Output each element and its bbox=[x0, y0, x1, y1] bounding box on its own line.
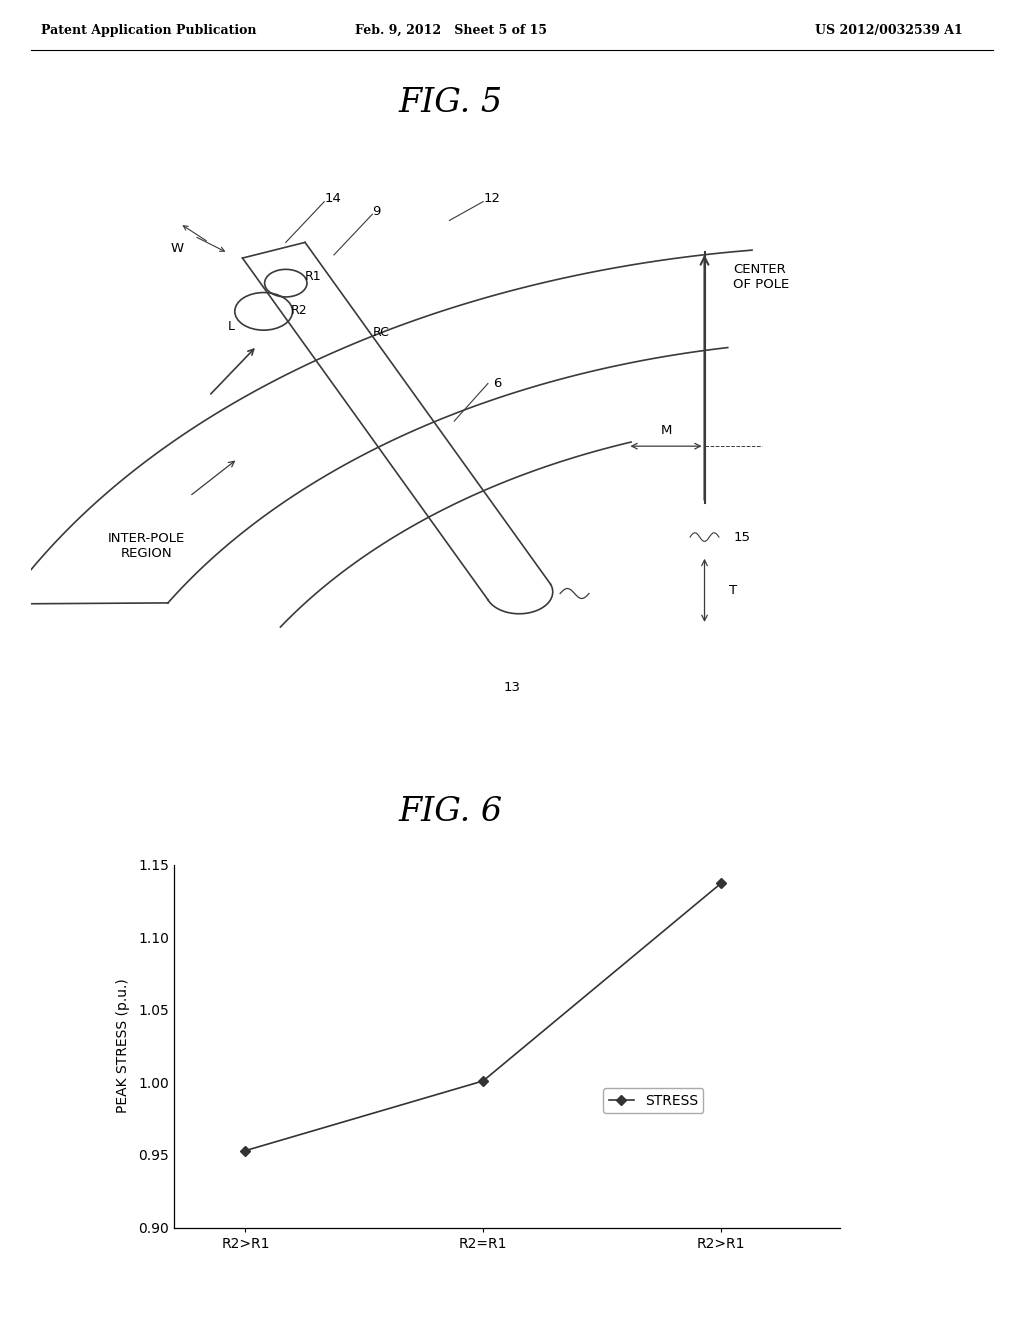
Legend: STRESS: STRESS bbox=[603, 1088, 703, 1113]
Text: R1: R1 bbox=[305, 271, 322, 282]
Text: 6: 6 bbox=[493, 378, 501, 389]
STRESS bbox=[240, 1143, 252, 1159]
Text: 12: 12 bbox=[483, 191, 500, 205]
Text: 14: 14 bbox=[325, 191, 341, 205]
Text: 9: 9 bbox=[373, 205, 381, 218]
Text: US 2012/0032539 A1: US 2012/0032539 A1 bbox=[815, 24, 963, 37]
Text: Patent Application Publication: Patent Application Publication bbox=[41, 24, 256, 37]
Text: INTER-POLE
REGION: INTER-POLE REGION bbox=[108, 532, 185, 561]
Y-axis label: PEAK STRESS (p.u.): PEAK STRESS (p.u.) bbox=[116, 978, 130, 1114]
Text: 15: 15 bbox=[733, 531, 751, 544]
Line: STRESS: STRESS bbox=[242, 879, 725, 1155]
Text: R2: R2 bbox=[291, 305, 307, 318]
STRESS bbox=[477, 1073, 489, 1089]
STRESS bbox=[715, 875, 727, 891]
Text: T: T bbox=[729, 583, 736, 597]
Text: W: W bbox=[170, 242, 183, 255]
Text: L: L bbox=[228, 321, 236, 333]
Text: Feb. 9, 2012   Sheet 5 of 15: Feb. 9, 2012 Sheet 5 of 15 bbox=[354, 24, 547, 37]
Text: FIG. 6: FIG. 6 bbox=[398, 796, 503, 828]
Text: RC: RC bbox=[373, 326, 389, 339]
Text: M: M bbox=[662, 424, 673, 437]
Text: FIG. 5: FIG. 5 bbox=[398, 87, 503, 119]
Text: CENTER
OF POLE: CENTER OF POLE bbox=[733, 263, 790, 290]
Text: 13: 13 bbox=[504, 681, 520, 694]
